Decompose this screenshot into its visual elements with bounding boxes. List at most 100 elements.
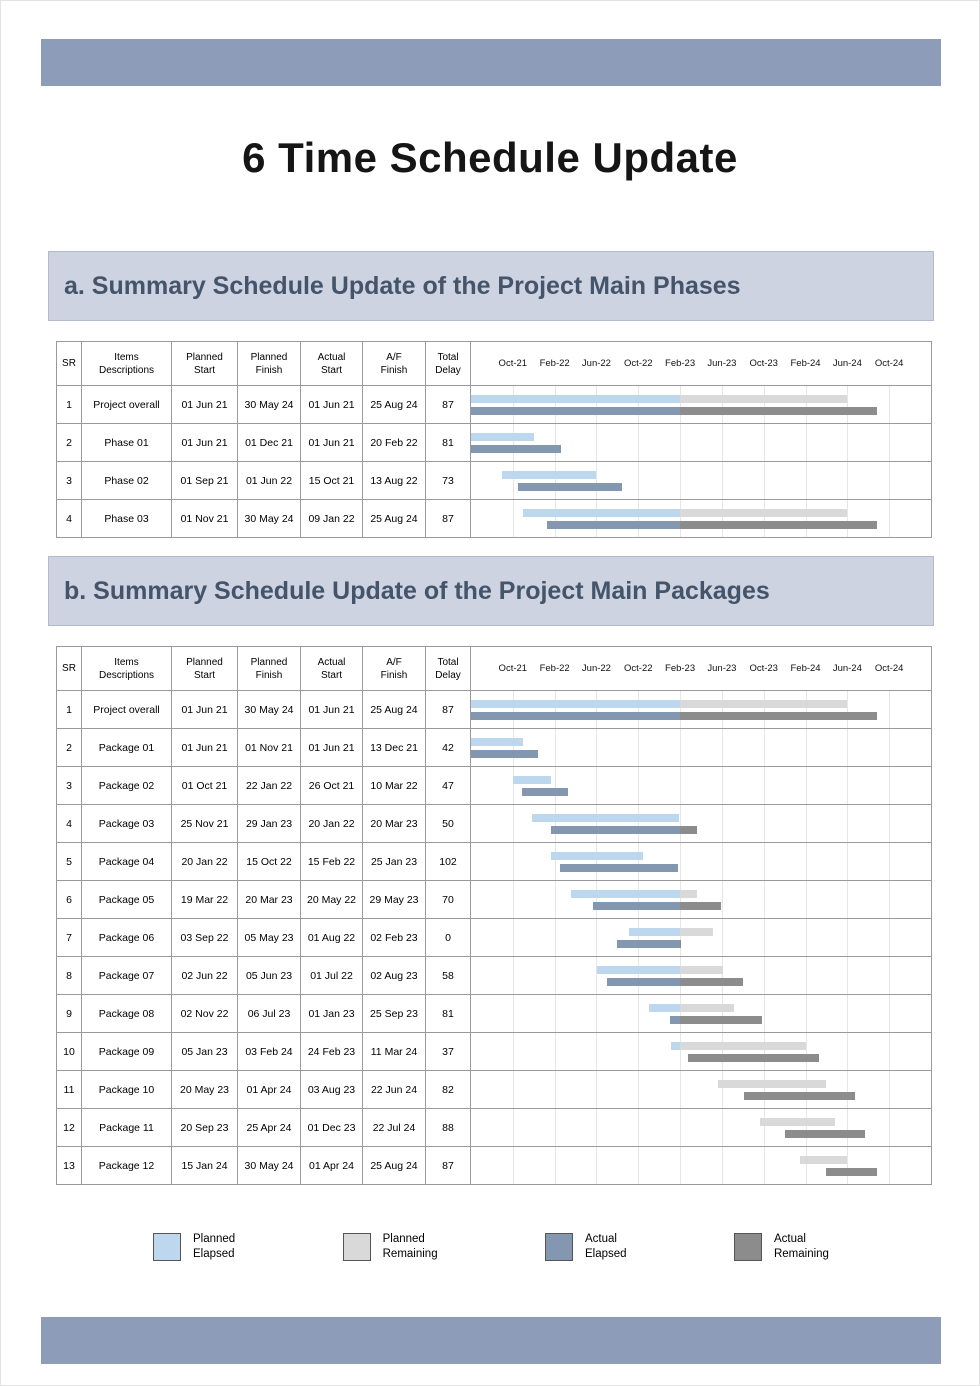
gantt-gridline — [554, 1109, 556, 1146]
gantt-gridline — [847, 729, 849, 766]
gantt-gridline — [721, 1109, 723, 1146]
sr-cell: 10 — [57, 1033, 82, 1070]
gantt-gridline — [512, 957, 514, 994]
gantt-gridline — [638, 805, 640, 842]
planned-elapsed-bar — [628, 928, 681, 936]
planned_start-cell: 01 Oct 21 — [172, 767, 238, 804]
gantt-gridline — [763, 805, 765, 842]
actual_start-cell: 20 Jan 22 — [301, 805, 363, 842]
gantt-gridline — [847, 843, 849, 880]
planned-elapsed-bar — [512, 776, 552, 784]
gantt-gridline — [596, 424, 598, 461]
gantt-cell — [471, 424, 931, 461]
timeline-tick-label: Feb-23 — [665, 662, 696, 674]
planned_start-cell: 01 Sep 21 — [172, 462, 238, 499]
gantt-gridline — [889, 957, 891, 994]
sr-cell: 4 — [57, 805, 82, 842]
gantt-gridline — [721, 1071, 723, 1108]
item-cell: Package 06 — [82, 919, 172, 956]
gantt-gridline — [596, 691, 598, 728]
af_finish-cell: 02 Feb 23 — [363, 919, 426, 956]
gantt-gridline — [680, 462, 682, 499]
sr-cell: 7 — [57, 919, 82, 956]
gantt-gridline — [889, 1033, 891, 1070]
actual_start-cell: 20 May 22 — [301, 881, 363, 918]
gantt-gridline — [512, 1147, 514, 1184]
gantt-gridline — [889, 729, 891, 766]
gantt-gridline — [763, 1109, 765, 1146]
delay-cell: 70 — [426, 881, 471, 918]
af_finish-cell: 02 Aug 23 — [363, 957, 426, 994]
gantt-gridline — [847, 881, 849, 918]
actual_start-cell: 01 Aug 22 — [301, 919, 363, 956]
planned_start-cell: 01 Jun 21 — [172, 729, 238, 766]
gantt-cell — [471, 919, 931, 956]
gantt-gridline — [763, 1033, 765, 1070]
af_finish-cell: 13 Dec 21 — [363, 729, 426, 766]
actual_start-cell: 01 Dec 23 — [301, 1109, 363, 1146]
gantt-gridline — [721, 1147, 723, 1184]
gantt-gridline — [512, 995, 514, 1032]
timeline-tick-label: Jun-24 — [832, 357, 862, 369]
gantt-gridline — [512, 1033, 514, 1070]
actual-remaining-bar — [680, 902, 722, 910]
item-cell: Package 02 — [82, 767, 172, 804]
planned-elapsed-bar — [502, 471, 597, 479]
actual-elapsed-bar — [559, 864, 678, 872]
gantt-gridline — [763, 691, 765, 728]
gantt-gridline — [680, 1147, 682, 1184]
gantt-gridline — [847, 386, 849, 423]
gantt-gridline — [805, 805, 807, 842]
actual-elapsed-bar — [669, 1016, 681, 1024]
item-cell: Package 04 — [82, 843, 172, 880]
gantt-gridline — [554, 386, 556, 423]
gantt-gridline — [847, 767, 849, 804]
delay-cell: 73 — [426, 462, 471, 499]
sr-cell: 1 — [57, 386, 82, 423]
gantt-cell — [471, 881, 931, 918]
actual-remaining-bar — [680, 521, 877, 529]
af_finish-cell: 25 Aug 24 — [363, 500, 426, 537]
gantt-gridline — [638, 767, 640, 804]
actual-elapsed-bar — [471, 750, 538, 758]
gantt-gridline — [680, 767, 682, 804]
gantt-gridline — [596, 1147, 598, 1184]
legend-label: Actual Elapsed — [585, 1233, 627, 1260]
actual-elapsed-bar — [471, 445, 562, 453]
planned_finish-cell: 05 Jun 23 — [238, 957, 301, 994]
gantt-gridline — [889, 805, 891, 842]
actual-elapsed-bar — [471, 407, 681, 415]
timeline-tick-label: Feb-23 — [665, 357, 696, 369]
actual_start-cell: 15 Oct 21 — [301, 462, 363, 499]
gantt-gridline — [721, 843, 723, 880]
column-header: Actual Start — [301, 342, 363, 385]
gantt-gridline — [638, 729, 640, 766]
item-cell: Package 05 — [82, 881, 172, 918]
delay-cell: 37 — [426, 1033, 471, 1070]
gantt-gridline — [889, 843, 891, 880]
gantt-cell — [471, 805, 931, 842]
gantt-gridline — [512, 1071, 514, 1108]
planned-elapsed-bar — [471, 395, 681, 403]
gantt-gridline — [680, 805, 682, 842]
gantt-gridline — [596, 1033, 598, 1070]
gantt-gridline — [721, 729, 723, 766]
sr-cell: 12 — [57, 1109, 82, 1146]
gantt-gridline — [512, 919, 514, 956]
planned_finish-cell: 30 May 24 — [238, 1147, 301, 1184]
table-row: 1 Project overall 01 Jun 21 30 May 24 01 Jun… — [57, 386, 931, 424]
actual-remaining-bar — [826, 1168, 877, 1176]
planned_finish-cell: 30 May 24 — [238, 691, 301, 728]
gantt-gridline — [554, 1033, 556, 1070]
gantt-gridline — [554, 1147, 556, 1184]
timeline-tick-label: Oct-22 — [624, 662, 653, 674]
column-header: Items Descriptions — [82, 342, 172, 385]
planned-remaining-bar — [680, 1042, 807, 1050]
planned-remaining-bar — [680, 509, 847, 517]
gantt-gridline — [763, 1147, 765, 1184]
gantt-gridline — [805, 1071, 807, 1108]
table-row: 3 Package 02 01 Oct 21 22 Jan 22 26 Oct 21 10… — [57, 767, 931, 805]
gantt-gridline — [680, 691, 682, 728]
gantt-gridline — [638, 919, 640, 956]
planned-remaining-bar — [759, 1118, 835, 1126]
